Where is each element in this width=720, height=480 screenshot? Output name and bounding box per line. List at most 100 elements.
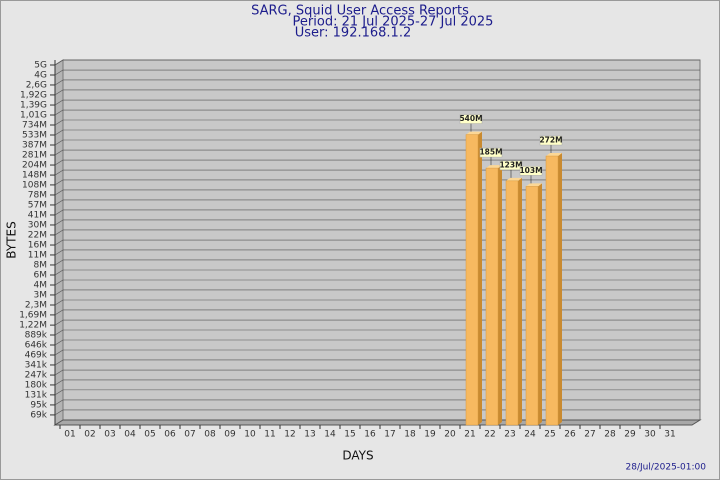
grid-line <box>54 289 64 296</box>
y-tick-label: 387M <box>22 141 47 151</box>
x-tick-label: 29 <box>624 430 636 440</box>
x-tick-label: 24 <box>524 430 536 440</box>
bar-side <box>478 131 482 425</box>
floor <box>53 419 702 426</box>
y-tick-label: 57M <box>28 200 47 210</box>
grid-line <box>54 399 64 406</box>
x-tick-label: 19 <box>424 430 436 440</box>
x-tick-label: 03 <box>104 430 115 440</box>
x-tick-label: 16 <box>364 430 376 440</box>
x-tick-label: 07 <box>184 430 195 440</box>
x-tick-label: 01 <box>64 430 75 440</box>
bar-side <box>498 165 502 425</box>
x-tick-label: 05 <box>144 430 155 440</box>
grid-line <box>54 389 64 396</box>
x-tick-label: 13 <box>304 430 315 440</box>
x-tick-label: 17 <box>384 430 395 440</box>
bar <box>525 186 539 426</box>
x-tick-label: 27 <box>584 430 595 440</box>
x-tick-label: 11 <box>264 430 275 440</box>
x-tick-label: 31 <box>664 430 675 440</box>
y-tick-label: 95k <box>30 400 47 410</box>
x-tick-label: 15 <box>344 430 355 440</box>
bar-top <box>486 165 502 169</box>
y-tick-label: 148M <box>22 171 47 181</box>
chart-subtitle: User: 192.168.1.2 <box>295 26 411 41</box>
grid-line <box>54 349 64 356</box>
y-tick-label: 247k <box>25 371 48 381</box>
y-tick-label: 734M <box>22 120 47 130</box>
x-tick-label: 30 <box>644 430 656 440</box>
x-axis-label: DAYS <box>342 449 373 463</box>
bar <box>505 180 519 426</box>
footer: 28/Jul/2025-01:00 <box>626 463 707 473</box>
grid-line <box>54 319 64 326</box>
grid-line <box>54 279 64 286</box>
y-tick-label: 30M <box>28 220 47 230</box>
grid-line <box>54 219 64 226</box>
y-tick-label: 180k <box>25 380 48 390</box>
y-tick-label: 341k <box>25 360 48 370</box>
x-tick-label: 25 <box>544 430 555 440</box>
x-tick-label: 20 <box>444 430 456 440</box>
grid-line <box>54 149 64 156</box>
y-tick-label: 4M <box>34 280 48 290</box>
grid-line <box>54 249 64 256</box>
y-tick-label: 78M <box>28 190 47 200</box>
grid-line <box>54 309 64 316</box>
y-tick-label: 1,01G <box>20 111 47 121</box>
x-tick-label: 08 <box>204 430 216 440</box>
x-tick-label: 26 <box>564 430 576 440</box>
y-tick-label: 1,22M <box>19 321 47 331</box>
value-label: 272M <box>539 136 562 145</box>
grid-line <box>54 99 64 106</box>
y-tick-label: 108M <box>22 180 47 190</box>
grid-line <box>54 209 64 216</box>
y-tick-label: 11M <box>28 250 47 260</box>
grid-line <box>54 299 64 306</box>
y-tick-label: 2,6G <box>26 80 47 90</box>
y-tick-label: 22M <box>28 230 47 240</box>
grid-line <box>54 339 64 346</box>
y-tick-label: 646k <box>25 340 48 350</box>
grid-line <box>54 109 64 116</box>
bar-top <box>546 153 562 157</box>
bar-top <box>526 183 542 187</box>
grid-line <box>54 199 64 206</box>
bar-top <box>466 131 482 135</box>
bar-side <box>538 183 542 425</box>
chart-title: SARG, Squid User Access Reports <box>251 4 469 19</box>
bar-side <box>518 177 522 425</box>
grid-line <box>54 59 64 66</box>
x-tick-label: 18 <box>404 430 416 440</box>
y-tick-label: 16M <box>28 241 47 251</box>
grid-line <box>54 329 64 336</box>
y-tick-label: 131k <box>25 390 48 400</box>
bar-side <box>558 153 562 426</box>
y-tick-label: 469k <box>25 351 48 361</box>
grid-line <box>54 89 64 96</box>
grid-line <box>54 159 64 166</box>
bar <box>485 167 499 426</box>
grid-line <box>54 379 64 386</box>
y-tick-label: 8M <box>34 260 48 270</box>
x-tick-label: 21 <box>464 430 475 440</box>
chart-subtitle: Period: 21 Jul 2025-27 Jul 2025 <box>293 15 494 30</box>
x-tick-label: 09 <box>224 430 236 440</box>
x-tick-label: 28 <box>604 430 616 440</box>
value-label: 103M <box>519 166 542 175</box>
grid-line <box>54 369 64 376</box>
value-label: 123M <box>499 160 522 169</box>
y-tick-label: 4G <box>34 71 47 81</box>
y-tick-label: 41M <box>28 210 47 220</box>
y-tick-label: 533M <box>22 131 47 141</box>
value-label: 540M <box>459 114 482 123</box>
grid-line <box>54 359 64 366</box>
grid-line <box>54 259 64 266</box>
bar <box>545 155 559 426</box>
grid-line <box>54 189 64 196</box>
grid-line <box>54 69 64 76</box>
grid-line <box>54 139 64 146</box>
grid-line <box>54 229 64 236</box>
